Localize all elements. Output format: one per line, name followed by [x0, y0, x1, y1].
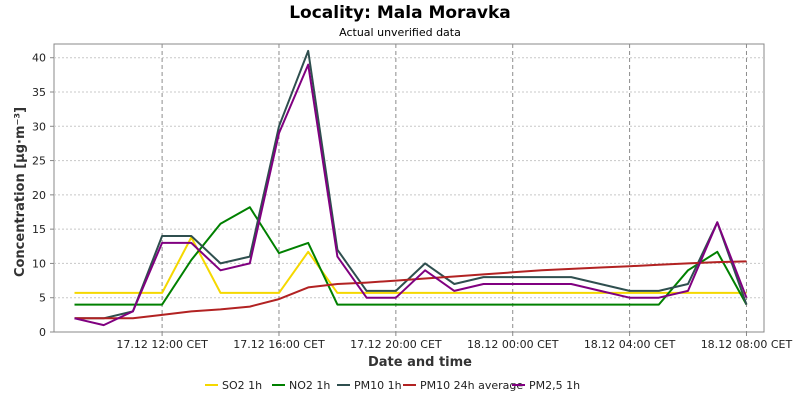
- legend: SO2 1h NO2 1h PM10 1h PM10 24h average PM2,5…: [205, 379, 580, 392]
- y-tick-label: 30: [32, 120, 46, 133]
- y-tick-label: 40: [32, 52, 46, 65]
- legend-label: SO2 1h: [222, 379, 262, 392]
- x-tick-label: 18.12 04:00 CET: [584, 338, 676, 351]
- chart-subtitle: Actual unverified data: [339, 26, 461, 39]
- x-tick-label: 17.12 12:00 CET: [116, 338, 208, 351]
- legend-label: PM10 1h: [354, 379, 402, 392]
- legend-label: NO2 1h: [289, 379, 330, 392]
- plot-area: [53, 43, 765, 333]
- y-tick-label: 5: [39, 292, 46, 305]
- x-axis-title: Date and time: [368, 355, 472, 370]
- legend-label: PM2,5 1h: [529, 379, 580, 392]
- legend-label: PM10 24h average: [420, 379, 523, 392]
- series-lines: [74, 49, 748, 327]
- y-tick-label: 10: [32, 257, 46, 270]
- y-tick-label: 20: [32, 189, 46, 202]
- y-tick-label: 25: [32, 155, 46, 168]
- x-tick-label: 18.12 08:00 CET: [701, 338, 793, 351]
- x-tick-label: 18.12 00:00 CET: [467, 338, 559, 351]
- x-tick-label: 17.12 20:00 CET: [350, 338, 442, 351]
- y-tick-label: 0: [39, 326, 46, 339]
- y-tick-label: 35: [32, 86, 46, 99]
- y-axis-title: Concentration [µg·m⁻³]: [13, 107, 28, 277]
- series-line-3: [74, 260, 747, 320]
- series-line-1: [74, 206, 748, 306]
- y-tick-label: 15: [32, 223, 46, 236]
- series-line-4: [74, 63, 748, 327]
- x-tick-label: 17.12 16:00 CET: [233, 338, 325, 351]
- series-line-2: [74, 49, 748, 320]
- chart-title: Locality: Mala Moravka: [289, 3, 511, 23]
- x-axis: 17.12 12:00 CET 17.12 16:00 CET 17.12 20:0…: [116, 332, 793, 351]
- series-line-0: [74, 236, 747, 294]
- y-axis: 0 5 10 15 20 25 30 35 40: [32, 52, 54, 339]
